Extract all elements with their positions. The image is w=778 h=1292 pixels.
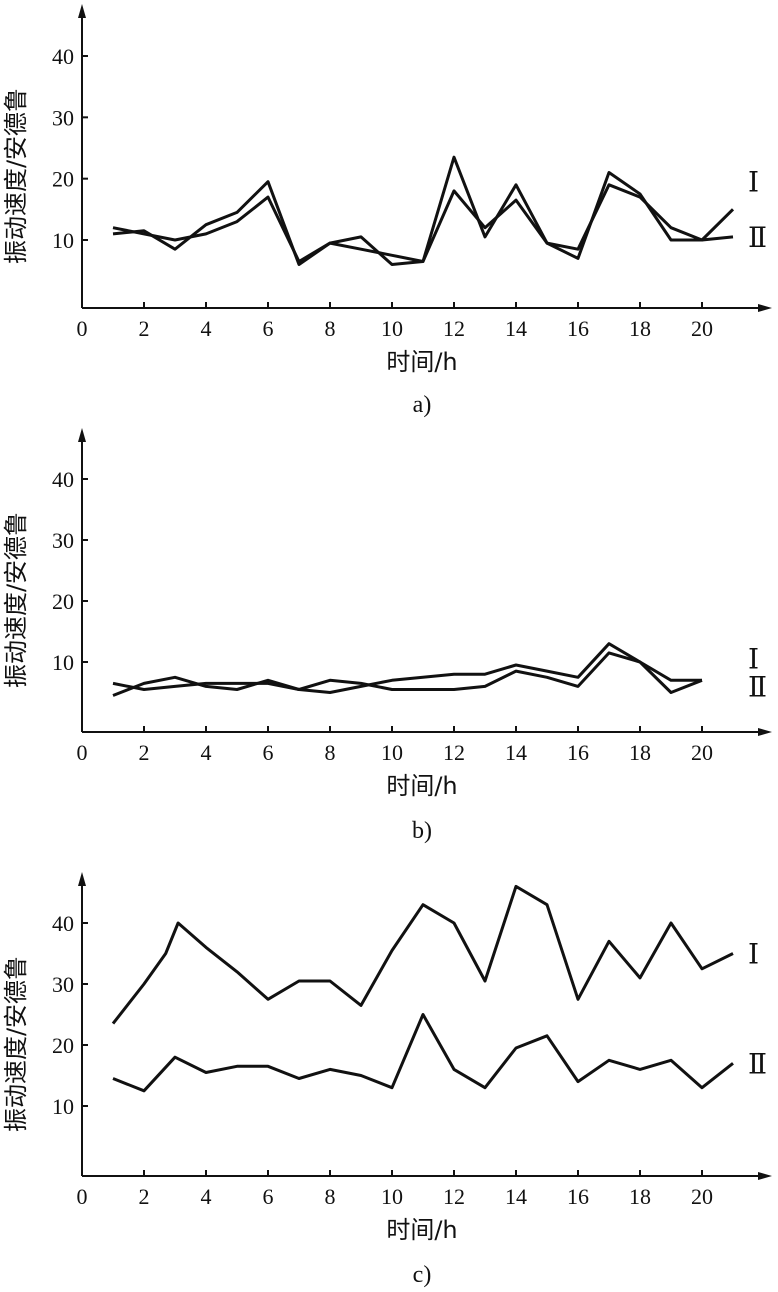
y-axis-title: 振动速度/安德鲁	[2, 956, 30, 1132]
x-axis-arrow	[758, 304, 772, 312]
panel-caption: b)	[412, 818, 432, 844]
x-tick-label: 4	[201, 316, 212, 341]
x-tick-label: 18	[629, 316, 651, 341]
y-tick-label: 10	[52, 650, 74, 675]
y-tick-label: 30	[52, 105, 74, 130]
x-tick-label: 6	[263, 316, 274, 341]
y-tick-label: 30	[52, 528, 74, 553]
y-tick-label: 20	[52, 167, 74, 192]
y-tick-label: 40	[52, 44, 74, 69]
y-tick-label: 20	[52, 589, 74, 614]
y-tick-label: 10	[52, 228, 74, 253]
x-tick-label: 14	[505, 1184, 527, 1209]
x-axis-arrow	[758, 1172, 772, 1180]
x-tick-label: 12	[443, 740, 465, 765]
y-axis-arrow	[78, 428, 86, 442]
y-tick-label: 40	[52, 467, 74, 492]
series-line-I	[111, 884, 734, 1025]
series-line-I	[112, 155, 735, 266]
x-tick-label: 6	[263, 1184, 274, 1209]
x-tick-label: 4	[201, 740, 212, 765]
x-tick-label: 18	[629, 1184, 651, 1209]
y-tick-label: 40	[52, 911, 74, 936]
x-tick-label: 0	[77, 316, 88, 341]
x-tick-label: 10	[381, 316, 403, 341]
panel-caption: c)	[413, 1262, 432, 1288]
x-axis-title: 时间/h	[386, 772, 457, 800]
x-tick-label: 14	[505, 740, 527, 765]
panel-caption: a)	[413, 392, 432, 418]
x-tick-label: 2	[139, 740, 150, 765]
y-axis-arrow	[78, 872, 86, 886]
x-tick-label: 8	[325, 316, 336, 341]
series-line-II	[112, 183, 734, 263]
series-label-I: Ⅰ	[748, 167, 759, 198]
series-label-I: Ⅰ	[748, 940, 759, 971]
x-tick-label: 0	[77, 1184, 88, 1209]
y-tick-label: 10	[52, 1094, 74, 1119]
series-label-II: Ⅱ	[748, 672, 767, 703]
y-axis-arrow	[78, 4, 86, 18]
x-tick-label: 12	[443, 1184, 465, 1209]
x-tick-label: 2	[139, 1184, 150, 1209]
series-label-II: Ⅱ	[748, 223, 767, 254]
x-tick-label: 14	[505, 316, 527, 341]
x-tick-label: 20	[691, 740, 713, 765]
x-tick-label: 10	[381, 1184, 403, 1209]
series-line-I	[112, 642, 702, 697]
x-tick-label: 16	[567, 740, 589, 765]
y-tick-label: 30	[52, 972, 74, 997]
x-tick-label: 8	[325, 1184, 336, 1209]
x-axis-title: 时间/h	[386, 348, 457, 376]
x-tick-label: 16	[567, 1184, 589, 1209]
x-tick-label: 10	[381, 740, 403, 765]
x-tick-label: 4	[201, 1184, 212, 1209]
x-tick-label: 18	[629, 740, 651, 765]
y-axis-title: 振动速度/安德鲁	[2, 88, 30, 264]
x-tick-label: 6	[263, 740, 274, 765]
series-label-II: Ⅱ	[748, 1049, 767, 1080]
x-axis-arrow	[758, 728, 772, 736]
series-label-I: Ⅰ	[748, 644, 759, 675]
x-tick-label: 20	[691, 316, 713, 341]
series-line-II	[112, 1013, 734, 1093]
x-tick-label: 20	[691, 1184, 713, 1209]
series-line-II	[112, 651, 703, 694]
y-tick-label: 20	[52, 1033, 74, 1058]
x-axis-title: 时间/h	[386, 1216, 457, 1244]
x-tick-label: 16	[567, 316, 589, 341]
y-axis-title: 振动速度/安德鲁	[2, 512, 30, 688]
x-tick-label: 8	[325, 740, 336, 765]
x-tick-label: 12	[443, 316, 465, 341]
x-tick-label: 0	[77, 740, 88, 765]
x-tick-label: 2	[139, 316, 150, 341]
